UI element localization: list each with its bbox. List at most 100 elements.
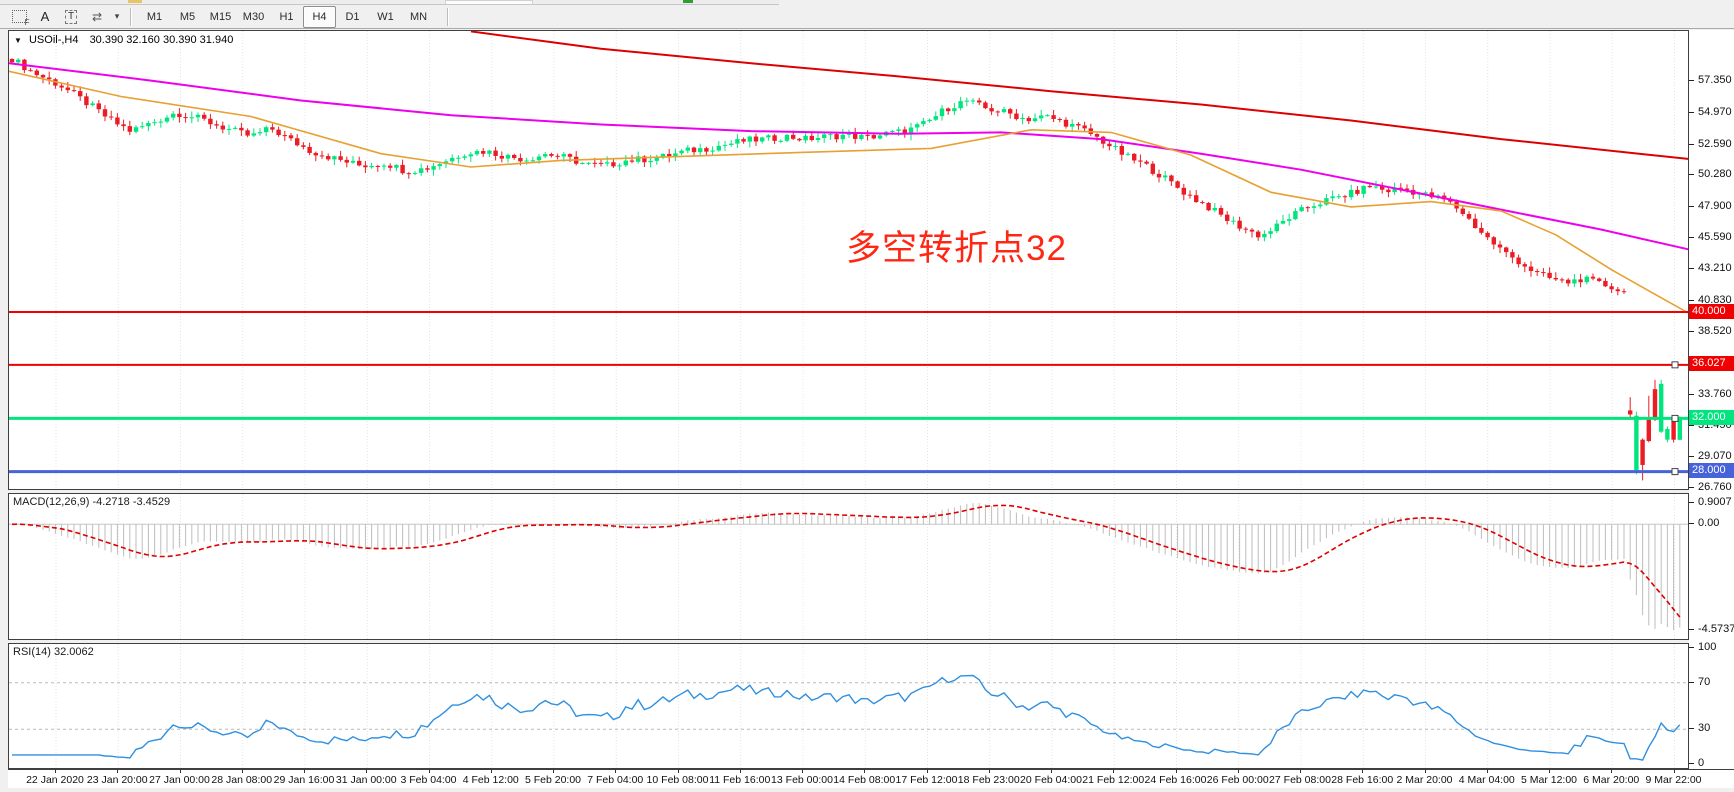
price-axis-label: 45.590 — [1698, 230, 1732, 243]
chart-annotation-text[interactable]: 多空转折点32 — [846, 229, 1067, 268]
line-handle[interactable] — [1671, 361, 1679, 369]
price-axis-tick — [1689, 487, 1694, 489]
time-axis-label: 28 Feb 16:00 — [1331, 774, 1394, 786]
time-axis-label: 4 Feb 12:00 — [462, 774, 519, 786]
time-axis-label: 20 Feb 04:00 — [1020, 774, 1082, 786]
clipped-searchbox-fragment — [445, 0, 533, 4]
clipped-button-fragment — [128, 0, 142, 3]
price-axis-tick — [1689, 236, 1694, 238]
price-axis-column — [1689, 30, 1734, 769]
time-axis-label: 31 Jan 00:00 — [335, 774, 397, 786]
chart-menu-caret-icon: ▼ — [14, 36, 22, 45]
macd-axis-tick — [1689, 523, 1694, 525]
timeframe-button-D1[interactable]: D1 — [345, 10, 360, 23]
time-axis-tick — [55, 770, 56, 773]
time-axis-tick — [1051, 770, 1052, 773]
price-axis-label: 50.280 — [1698, 168, 1732, 181]
rsi-chart-svg — [9, 644, 1688, 768]
price-axis-tick — [1689, 299, 1694, 301]
time-axis-tick — [802, 770, 803, 773]
macd-axis-tick — [1689, 502, 1694, 503]
price-pane[interactable]: ▼ USOil-,H4 30.390 32.160 30.390 31.940 … — [8, 30, 1689, 490]
time-axis-tick — [1611, 770, 1613, 773]
timeframe-button-H4[interactable]: H4 — [303, 5, 336, 28]
price-axis-label: 54.970 — [1698, 105, 1732, 118]
macd-axis-label: 0.00 — [1698, 517, 1720, 530]
macd-axis-label: 0.9007 — [1698, 496, 1732, 508]
time-axis-tick — [1549, 770, 1550, 773]
time-axis[interactable]: 22 Jan 2020 23 Jan 20:00 27 Jan 00:00 28 Ja… — [8, 769, 1734, 788]
ma-slow-red — [470, 31, 1688, 160]
price-axis-tick — [1689, 205, 1694, 207]
time-axis-tick — [428, 770, 430, 773]
text-tool-button[interactable]: A — [33, 7, 57, 27]
time-axis-label: 3 Feb 04:00 — [400, 774, 457, 786]
macd-pane[interactable]: MACD(12,26,9) -4.2718 -3.4529 — [8, 493, 1689, 640]
cycle-colors-tool-button[interactable]: ⇄ — [85, 7, 109, 27]
anchors-tool-button[interactable]: F — [7, 7, 31, 27]
time-axis-label: 6 Mar 20:00 — [1583, 774, 1640, 786]
time-axis-label: 14 Feb 08:00 — [833, 774, 896, 786]
price-axis-tick — [1689, 456, 1694, 458]
time-axis-label: 13 Feb 00:00 — [771, 774, 833, 786]
rsi-axis-tick — [1689, 647, 1694, 648]
time-axis-tick — [1673, 770, 1675, 773]
line-handle[interactable] — [1671, 468, 1679, 476]
timeframe-button-M30[interactable]: M30 — [242, 10, 265, 23]
time-axis-tick — [615, 770, 617, 773]
rsi-axis-tick — [1689, 763, 1694, 764]
price-axis-tick — [1689, 393, 1694, 395]
rsi-axis-label: 0 — [1698, 757, 1705, 769]
rsi-pane[interactable]: RSI(14) 32.0062 — [8, 643, 1689, 769]
rsi-axis-tick — [1689, 728, 1694, 730]
time-axis-label: 7 Feb 04:00 — [587, 774, 644, 786]
price-axis-tick — [1689, 80, 1694, 82]
price-level-badge-36.027: 36.027 — [1689, 356, 1734, 372]
time-axis-label: 2 Mar 20:00 — [1396, 774, 1453, 786]
ohlc-readout: 30.390 32.160 30.390 31.940 — [89, 34, 234, 46]
boxed-t-icon: T — [64, 9, 78, 24]
timeframe-button-MN[interactable]: MN — [409, 10, 428, 23]
timeframe-button-M5[interactable]: M5 — [179, 10, 196, 23]
line-handle[interactable] — [1671, 414, 1679, 422]
time-axis-tick — [179, 770, 181, 773]
price-axis-tick — [1689, 424, 1694, 426]
clipped-toolbar-row — [0, 0, 779, 5]
macd-axis-tick — [1689, 629, 1694, 630]
timeframe-button-W1[interactable]: W1 — [377, 10, 394, 23]
time-axis-tick — [1300, 770, 1301, 773]
rsi-label: RSI(14) 32.0062 — [13, 646, 94, 658]
time-axis-tick — [1424, 770, 1426, 773]
macd-chart-svg — [9, 494, 1688, 639]
text-box-tool-button[interactable]: T — [59, 7, 83, 27]
time-axis-tick — [117, 770, 119, 773]
price-axis-tick — [1689, 268, 1694, 270]
tool-dropdown-button[interactable]: ▾ — [111, 7, 123, 27]
chart-title[interactable]: ▼ USOil-,H4 30.390 32.160 30.390 31.940 — [14, 34, 233, 46]
clipped-button-fragment — [683, 0, 693, 3]
time-axis-tick — [1362, 770, 1364, 773]
price-axis-label: 40.830 — [1698, 293, 1732, 306]
letter-a-icon: A — [40, 9, 50, 24]
time-axis-tick — [304, 770, 305, 773]
ma-mid-magenta — [9, 62, 1688, 251]
time-axis-tick — [1113, 770, 1115, 773]
cycle-arrows-icon: ⇄ — [91, 9, 103, 24]
price-axis-tick — [1689, 111, 1694, 113]
price-axis-label: 47.900 — [1698, 199, 1732, 212]
time-axis-tick — [1175, 770, 1177, 773]
macd-label: MACD(12,26,9) -4.2718 -3.4529 — [13, 496, 171, 508]
price-level-badge-28.000: 28.000 — [1689, 463, 1734, 479]
rsi-axis-label: 30 — [1698, 722, 1711, 735]
time-axis-label: 27 Feb 08:00 — [1269, 774, 1331, 786]
price-axis-label: 33.760 — [1698, 387, 1732, 400]
time-axis-tick — [926, 770, 928, 773]
time-axis-label: 10 Feb 08:00 — [646, 774, 709, 786]
time-axis-tick — [241, 770, 243, 773]
time-axis-label: 22 Jan 2020 — [26, 774, 84, 786]
timeframe-button-M15[interactable]: M15 — [209, 10, 232, 23]
timeframe-button-H1[interactable]: H1 — [279, 10, 294, 23]
timeframe-button-M1[interactable]: M1 — [146, 10, 163, 23]
time-axis-tick — [366, 770, 368, 773]
